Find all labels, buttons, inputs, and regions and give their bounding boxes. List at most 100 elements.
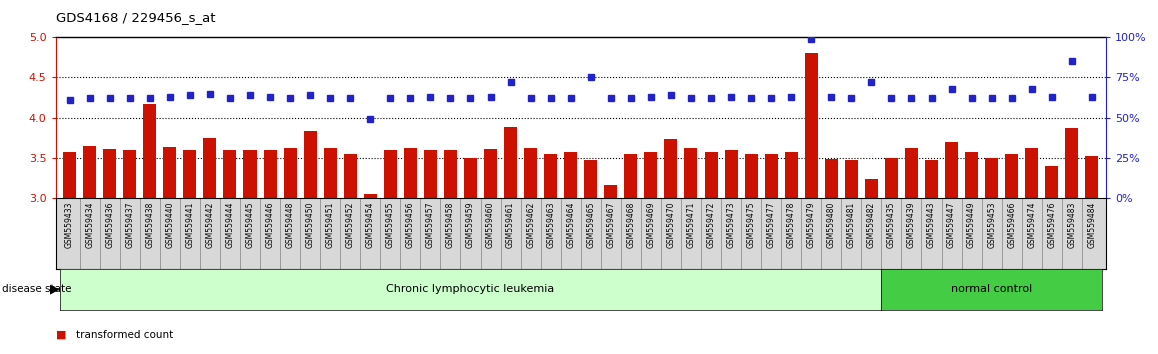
Text: GSM559480: GSM559480	[827, 202, 836, 248]
Text: GSM559475: GSM559475	[747, 202, 756, 248]
Bar	[464, 158, 477, 198]
Bar	[624, 154, 637, 198]
Bar	[824, 159, 837, 198]
Bar	[223, 150, 236, 198]
Text: GSM559482: GSM559482	[867, 202, 875, 248]
Bar	[805, 53, 818, 198]
Bar	[585, 160, 598, 198]
Text: GSM559439: GSM559439	[907, 202, 916, 248]
Text: GSM559467: GSM559467	[607, 202, 615, 248]
Bar	[665, 139, 677, 198]
Bar	[965, 152, 979, 198]
Bar	[163, 147, 176, 198]
Text: Chronic lymphocytic leukemia: Chronic lymphocytic leukemia	[387, 284, 555, 295]
Bar	[1046, 166, 1058, 198]
Text: GSM559483: GSM559483	[1068, 202, 1076, 248]
Text: GSM559470: GSM559470	[667, 202, 675, 248]
Text: GSM559450: GSM559450	[306, 202, 315, 248]
Bar	[364, 194, 376, 198]
Text: GSM559449: GSM559449	[967, 202, 976, 248]
Text: GSM559466: GSM559466	[1007, 202, 1017, 248]
Text: GSM559469: GSM559469	[646, 202, 655, 248]
Text: GSM559454: GSM559454	[366, 202, 375, 248]
Bar	[865, 179, 878, 198]
Bar	[484, 149, 497, 198]
Bar	[725, 150, 738, 198]
Bar	[444, 150, 457, 198]
Text: normal control: normal control	[951, 284, 1032, 295]
Bar	[83, 146, 96, 198]
Bar	[404, 148, 417, 198]
Text: GSM559443: GSM559443	[928, 202, 936, 248]
Text: GSM559462: GSM559462	[526, 202, 535, 248]
Bar	[63, 152, 76, 198]
Text: GSM559477: GSM559477	[767, 202, 776, 248]
Bar	[845, 160, 858, 198]
Bar	[544, 154, 557, 198]
Bar	[704, 152, 718, 198]
Bar	[764, 154, 778, 198]
Text: GSM559451: GSM559451	[325, 202, 335, 248]
Bar	[504, 127, 518, 198]
Text: GSM559444: GSM559444	[226, 202, 234, 248]
Bar	[284, 148, 296, 198]
Text: GSM559478: GSM559478	[786, 202, 796, 248]
Bar	[303, 131, 316, 198]
Text: GSM559434: GSM559434	[86, 202, 94, 248]
Text: disease state: disease state	[2, 284, 72, 295]
Text: GSM559436: GSM559436	[105, 202, 115, 248]
Text: GSM559468: GSM559468	[626, 202, 636, 248]
Text: GSM559465: GSM559465	[586, 202, 595, 248]
Bar	[424, 150, 437, 198]
Bar	[785, 152, 798, 198]
Text: GSM559453: GSM559453	[987, 202, 996, 248]
Text: GSM559481: GSM559481	[846, 202, 856, 248]
Text: GSM559441: GSM559441	[185, 202, 195, 248]
Bar	[525, 148, 537, 198]
Bar	[103, 149, 116, 198]
Text: GSM559474: GSM559474	[1027, 202, 1036, 248]
Bar	[1085, 155, 1099, 198]
Text: transformed count: transformed count	[76, 330, 174, 339]
Bar	[344, 154, 357, 198]
Text: GSM559460: GSM559460	[486, 202, 494, 248]
Bar	[985, 158, 998, 198]
Bar	[684, 148, 697, 198]
Text: GSM559471: GSM559471	[687, 202, 696, 248]
Text: GSM559437: GSM559437	[125, 202, 134, 248]
Text: GSM559440: GSM559440	[166, 202, 175, 248]
Text: GSM559463: GSM559463	[547, 202, 555, 248]
Bar	[604, 184, 617, 198]
Bar	[644, 152, 658, 198]
Bar	[243, 150, 257, 198]
Text: GDS4168 / 229456_s_at: GDS4168 / 229456_s_at	[56, 11, 215, 24]
Bar	[885, 158, 897, 198]
Text: GSM559445: GSM559445	[245, 202, 255, 248]
Bar	[945, 142, 958, 198]
Text: GSM559452: GSM559452	[346, 202, 354, 248]
Text: GSM559457: GSM559457	[426, 202, 435, 248]
Bar	[383, 150, 397, 198]
Text: GSM559456: GSM559456	[405, 202, 415, 248]
Text: GSM559448: GSM559448	[286, 202, 294, 248]
Text: GSM559455: GSM559455	[386, 202, 395, 248]
Text: GSM559435: GSM559435	[887, 202, 896, 248]
Text: GSM559476: GSM559476	[1047, 202, 1056, 248]
Text: GSM559473: GSM559473	[726, 202, 735, 248]
Bar	[183, 150, 197, 198]
Text: ▶: ▶	[50, 283, 59, 296]
Text: GSM559484: GSM559484	[1087, 202, 1097, 248]
Bar	[745, 154, 757, 198]
Text: GSM559479: GSM559479	[807, 202, 815, 248]
Bar	[123, 150, 137, 198]
Text: GSM559458: GSM559458	[446, 202, 455, 248]
Bar	[904, 148, 918, 198]
Text: GSM559472: GSM559472	[706, 202, 716, 248]
Bar	[564, 152, 577, 198]
Text: GSM559461: GSM559461	[506, 202, 515, 248]
Bar	[925, 160, 938, 198]
Text: ■: ■	[56, 330, 66, 339]
Bar	[204, 138, 217, 198]
Bar	[144, 104, 156, 198]
Text: GSM559464: GSM559464	[566, 202, 576, 248]
